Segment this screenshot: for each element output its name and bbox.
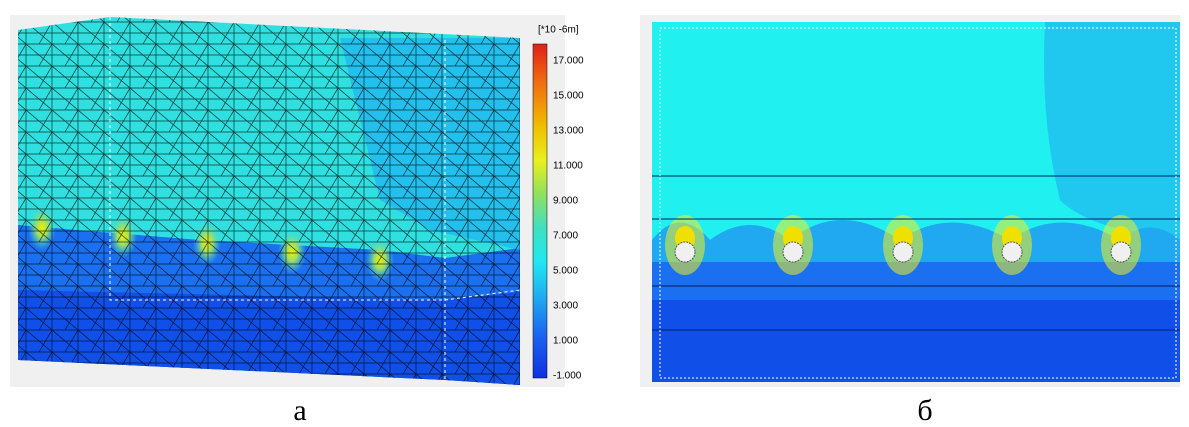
tunnel — [1002, 242, 1022, 262]
caption: б — [917, 394, 932, 422]
caption: а — [293, 394, 306, 422]
model-bottom — [652, 300, 1180, 382]
colorbar — [533, 44, 547, 378]
colorbar-unit: [*10 -6m] — [538, 25, 579, 36]
panel-b — [640, 15, 1180, 387]
colorbar-label: 13.000 — [553, 126, 584, 137]
colorbar-label: 15.000 — [553, 91, 584, 102]
colorbar-label: 11.000 — [553, 161, 583, 172]
tunnel — [783, 242, 803, 262]
colorbar-label: 7.000 — [553, 231, 578, 242]
figure: [*10 -6m] 17.000 15.000 13.000 11.000 9.000 7… — [0, 0, 1189, 422]
tunnel — [893, 242, 913, 262]
colorbar-label: 17.000 — [553, 56, 584, 67]
colorbar-label: 9.000 — [553, 196, 578, 207]
colorbar-label: 1.000 — [553, 336, 578, 347]
colorbar-label: 3.000 — [553, 301, 578, 312]
colorbar-label: -1.000 — [553, 371, 582, 382]
panel-a: [*10 -6m] 17.000 15.000 13.000 11.000 9.000 7… — [10, 15, 584, 387]
colorbar-label: 5.000 — [553, 266, 578, 277]
tunnel — [1111, 242, 1131, 262]
tunnel — [675, 242, 695, 262]
